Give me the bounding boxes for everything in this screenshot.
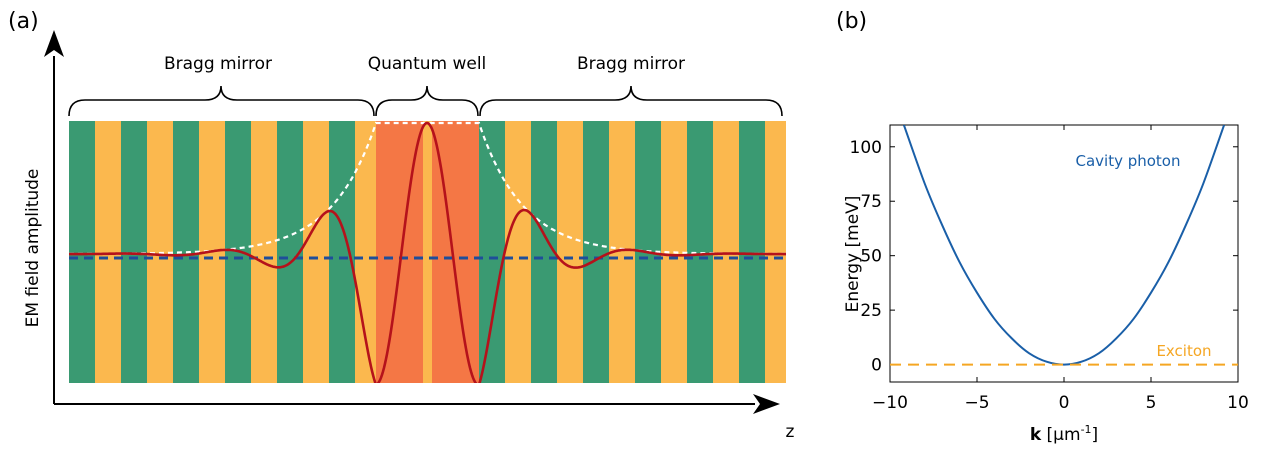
mirror-layer xyxy=(69,121,95,383)
panel-b-ylabel: Energy [meV] xyxy=(843,196,863,313)
mirror-layer xyxy=(479,121,505,383)
mirror-layer xyxy=(505,121,531,383)
y-tick-label: 25 xyxy=(860,301,882,321)
series-label-cavity-photon: Cavity photon xyxy=(1075,152,1180,170)
series-line-cavity-photon xyxy=(902,125,1226,366)
brace-right xyxy=(479,85,783,117)
panel-a-ylabel: EM field amplitude xyxy=(23,169,43,328)
quantum-well-layer xyxy=(423,121,432,383)
series-label-exciton: Exciton xyxy=(1156,342,1211,360)
mirror-layer xyxy=(557,121,583,383)
panel-a-xlabel: z xyxy=(786,422,795,442)
mirror-layer xyxy=(251,121,277,383)
x-tick-labels: −10 −5 0 5 10 xyxy=(872,393,1249,413)
x-tick-label: −10 xyxy=(872,393,908,413)
panel-a: (a) Bragg mirror Quantum well Bragg mirr… xyxy=(8,9,795,442)
x-tick-label: 0 xyxy=(1059,393,1070,413)
y-tick-label: 75 xyxy=(860,192,882,212)
x-axis-arrowhead xyxy=(753,394,780,414)
panel-b-label: (b) xyxy=(836,9,867,34)
mirror-layer xyxy=(765,121,786,383)
panel-b: (b) Cavity photon Exciton −10 −5 0 5 10 0 25 5… xyxy=(836,9,1249,445)
xlabel-unit: [μm xyxy=(1041,425,1080,445)
mirror-layer xyxy=(531,121,557,383)
mirror-layer xyxy=(303,121,329,383)
mirror-layer xyxy=(121,121,147,383)
panel-a-label: (a) xyxy=(8,9,39,34)
mirror-layer xyxy=(583,121,609,383)
brace-label-right: Bragg mirror xyxy=(577,54,685,74)
x-tick-label: 10 xyxy=(1227,393,1249,413)
mirror-layer xyxy=(355,121,376,383)
y-tick-label: 100 xyxy=(850,138,882,158)
xlabel-bracket: ] xyxy=(1092,425,1099,445)
em-field-wave xyxy=(69,121,786,383)
brace-left xyxy=(68,85,375,117)
y-tick-label: 50 xyxy=(860,247,882,267)
mirror-layer xyxy=(713,121,739,383)
brace-label-middle: Quantum well xyxy=(368,54,487,74)
xlabel-symbol: k xyxy=(1030,425,1042,445)
xlabel-unit-exponent: -1 xyxy=(1081,423,1092,436)
mirror-layer xyxy=(95,121,121,383)
y-tick-label: 0 xyxy=(871,356,882,376)
panel-b-xlabel: k [μm-1] xyxy=(1030,423,1098,445)
mirror-layer xyxy=(739,121,765,383)
y-tick-labels: 0 25 50 75 100 xyxy=(850,138,882,376)
x-tick-label: 5 xyxy=(1146,393,1157,413)
brace-middle xyxy=(375,85,479,117)
x-tick-label: −5 xyxy=(964,393,989,413)
brace-label-left: Bragg mirror xyxy=(164,54,272,74)
y-axis-arrowhead xyxy=(44,30,64,57)
field-envelope xyxy=(69,121,786,255)
mirror-layer xyxy=(329,121,355,383)
mirror-layer xyxy=(687,121,713,383)
